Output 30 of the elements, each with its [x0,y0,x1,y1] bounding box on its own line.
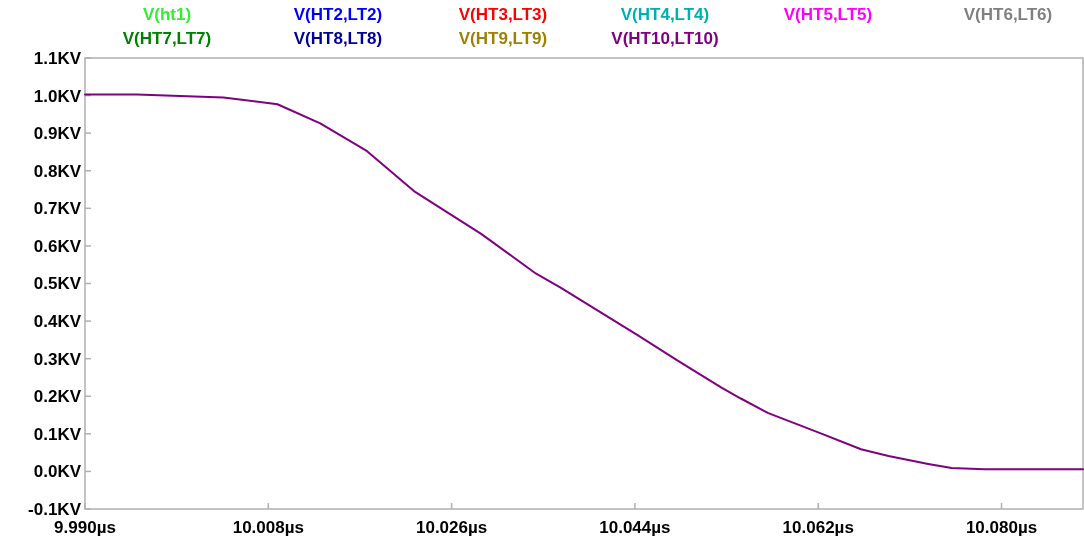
y-tick-label: 0.6KV [33,236,82,256]
x-tick-label: 10.062µs [782,518,854,537]
legend-label: V(HT2,LT2) [293,5,383,24]
legend-label: V(HT6,LT6) [963,5,1053,24]
y-tick-label: 0.2KV [33,387,82,407]
text: V(HT10,LT10) [611,29,719,48]
legend-label: V(HT4,LT4) [620,5,710,24]
legend-label: V(HT8,LT8) [293,29,383,48]
y-tick-label: 1.1KV [33,48,82,68]
legend-label: V(HT3,LT3) [458,5,548,24]
y-tick-label: -0.1KV [28,499,82,519]
y-tick-label: 0.9KV [33,124,82,144]
legend-label: V(ht1) [142,5,192,24]
y-tick-label: 0.1KV [33,424,82,444]
x-tick-label: 10.026µs [415,518,488,537]
x-tick-label: 10.080µs [965,518,1038,537]
line-series [84,93,1084,471]
x-tick-label: 9.990µs [54,518,116,537]
y-tick-label: 0.8KV [33,161,82,181]
x-tick-label: 10.044µs [599,518,671,537]
y-tick-label: 1.0KV [33,86,82,106]
legend-label: V(HT5,LT5) [783,5,873,24]
legend-label: V(HT7,LT7) [122,29,212,48]
y-tick-label: 0.7KV [33,199,82,219]
y-tick-label: 0.5KV [33,274,82,294]
y-tick-label: 0.3KV [33,349,82,369]
y-tick-label: 0.4KV [33,312,82,332]
legend-label: V(HT9,LT9) [458,29,548,48]
y-tick-label: 0.0KV [33,462,82,482]
x-tick-label: 10.008µs [232,518,304,537]
